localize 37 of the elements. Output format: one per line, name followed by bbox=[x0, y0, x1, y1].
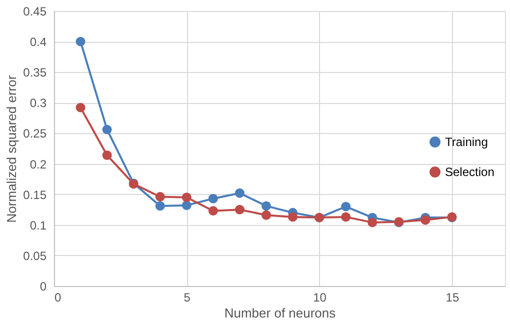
legend-label: Training bbox=[445, 135, 488, 149]
y-tick-label: 0.2 bbox=[30, 157, 47, 172]
x-tick-label: 10 bbox=[313, 290, 327, 304]
x-axis-title: Number of neurons bbox=[224, 306, 336, 320]
point bbox=[155, 192, 165, 202]
point bbox=[288, 212, 298, 222]
y-tick-label: 0.3 bbox=[30, 96, 47, 110]
point bbox=[182, 200, 192, 210]
y-tick-label: 0.1 bbox=[30, 218, 47, 232]
point bbox=[234, 188, 244, 198]
y-tick-label: 0.35 bbox=[23, 66, 47, 80]
point bbox=[420, 215, 430, 225]
y-tick-label: 0.25 bbox=[23, 126, 47, 141]
y-tick-label: 0.05 bbox=[23, 248, 47, 263]
point bbox=[261, 201, 271, 211]
x-tick-label: 0 bbox=[54, 290, 62, 304]
y-tick-label: 0.4 bbox=[30, 35, 47, 50]
y-tick-label: 0 bbox=[40, 280, 47, 294]
point bbox=[208, 194, 218, 204]
point bbox=[234, 204, 244, 214]
point bbox=[182, 192, 192, 202]
point bbox=[76, 102, 86, 112]
y-tick-label: 0.45 bbox=[23, 4, 47, 18]
x-tick-label: 5 bbox=[184, 290, 191, 304]
point bbox=[76, 36, 86, 46]
legend-label: Selection bbox=[445, 165, 494, 179]
point bbox=[208, 206, 218, 216]
point bbox=[341, 212, 351, 222]
point bbox=[341, 202, 351, 212]
point bbox=[155, 201, 165, 211]
y-axis-title: Normalized squared error bbox=[4, 74, 20, 223]
point bbox=[102, 124, 112, 134]
y-tick-label: 0.15 bbox=[23, 188, 47, 202]
point bbox=[368, 218, 378, 228]
x-tick-label: 15 bbox=[446, 290, 460, 304]
point bbox=[261, 210, 271, 220]
point bbox=[102, 150, 112, 160]
